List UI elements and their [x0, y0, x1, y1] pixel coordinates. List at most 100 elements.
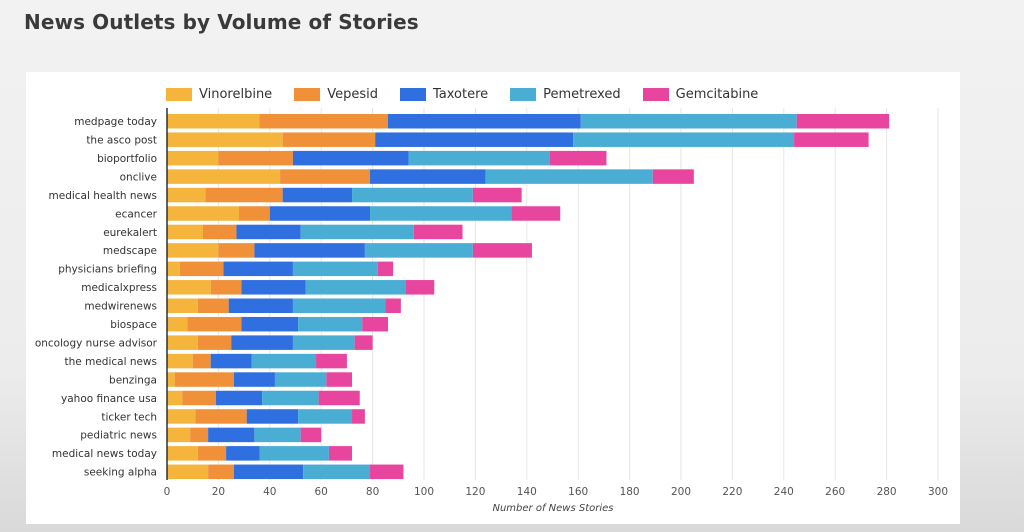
bar-segment-vinorelbine: [167, 150, 219, 166]
x-tick-label: 20: [212, 486, 225, 498]
y-category-label: the asco post: [86, 135, 157, 147]
bar-segment-pemetrexed: [485, 169, 653, 184]
legend-item-taxotere[interactable]: Taxotere: [399, 87, 489, 102]
bar-segment-vinorelbine: [167, 206, 239, 221]
y-category-label: bioportfolio: [97, 153, 157, 165]
y-category-label: onclive: [120, 171, 157, 183]
legend-label: Vepesid: [327, 87, 378, 102]
y-category-label: biospace: [110, 319, 157, 331]
bar-segment-vinorelbine: [167, 114, 260, 129]
y-category-label: medwirenews: [84, 301, 157, 313]
y-category-label: medpage today: [74, 116, 157, 128]
bar-segment-vinorelbine: [167, 464, 209, 480]
bar-segment-vinorelbine: [167, 335, 198, 350]
x-tick-label: 300: [928, 486, 948, 498]
bar-segment-pemetrexed: [305, 280, 407, 295]
bar-segment-taxotere: [223, 261, 293, 277]
legend-label: Gemcitabine: [675, 87, 759, 102]
legend-swatch-vepesid: [294, 88, 321, 101]
bar-segment-vepesid: [210, 280, 242, 295]
bar-segment-vepesid: [187, 316, 242, 332]
bar-segment-vepesid: [197, 298, 229, 313]
bar-segment-pemetrexed: [580, 114, 797, 129]
bar-segment-taxotere: [231, 335, 293, 350]
bar-segment-vepesid: [195, 409, 247, 424]
bar-segment-gemcitabine: [362, 316, 389, 332]
bar-segment-pemetrexed: [370, 206, 512, 221]
y-category-label: ecancer: [115, 208, 158, 220]
bars: [167, 114, 890, 480]
bar-segment-gemcitabine: [511, 206, 561, 221]
x-tick-label: 240: [774, 486, 794, 498]
bar-segment-taxotere: [208, 427, 255, 443]
bar-segment-vinorelbine: [167, 409, 196, 424]
bar-segment-vinorelbine: [167, 316, 188, 332]
bar-segment-vinorelbine: [167, 390, 183, 406]
x-tick-label: 260: [825, 486, 845, 498]
bar-segment-pemetrexed: [408, 150, 550, 166]
bar-segment-gemcitabine: [472, 187, 522, 203]
bar-segment-gemcitabine: [796, 114, 890, 129]
bar-segment-taxotere: [388, 114, 581, 129]
bar-segment-gemcitabine: [352, 409, 365, 424]
bar-segment-taxotere: [226, 446, 260, 461]
bar-segment-taxotere: [375, 132, 574, 147]
legend-swatch-gemcitabine: [642, 88, 669, 101]
bar-segment-pemetrexed: [300, 224, 414, 240]
bar-segment-taxotere: [215, 390, 263, 406]
bar-segment-gemcitabine: [549, 150, 607, 166]
y-category-label: medscape: [103, 245, 157, 257]
y-category-label: seeking alpha: [84, 467, 157, 479]
legend-label: Vinorelbine: [199, 87, 273, 102]
bar-segment-pemetrexed: [303, 464, 371, 480]
bar-segment-gemcitabine: [316, 353, 347, 369]
legend-item-pemetrexed[interactable]: Pemetrexed: [510, 87, 621, 102]
legend-item-vinorelbine[interactable]: Vinorelbine: [166, 87, 272, 102]
bar-segment-pemetrexed: [262, 390, 319, 406]
bar-segment-taxotere: [254, 243, 365, 258]
bar-segment-vepesid: [280, 169, 371, 184]
bar-segment-taxotere: [241, 280, 306, 295]
bar-segment-vinorelbine: [167, 224, 203, 240]
bar-segment-gemcitabine: [652, 169, 694, 184]
bar-segment-vepesid: [202, 224, 237, 240]
bar-segment-pemetrexed: [298, 409, 353, 424]
bar-segment-pemetrexed: [364, 243, 473, 258]
x-tick-label: 100: [414, 486, 434, 498]
x-tick-label: 200: [671, 486, 691, 498]
bar-segment-pemetrexed: [573, 132, 795, 147]
chart-card: Vinorelbine Vepesid Taxotere Pemetrexed …: [26, 72, 960, 524]
bar-segment-taxotere: [210, 353, 252, 369]
bar-segment-gemcitabine: [354, 335, 373, 350]
bar-segment-pemetrexed: [292, 261, 378, 277]
x-tick-label: 140: [517, 486, 537, 498]
bar-segment-vepesid: [282, 132, 376, 147]
bar-segment-vinorelbine: [167, 261, 180, 277]
bar-segment-gemcitabine: [472, 243, 532, 258]
bar-segment-vinorelbine: [167, 446, 198, 461]
legend-item-vepesid[interactable]: Vepesid: [294, 87, 378, 102]
bar-segment-gemcitabine: [300, 427, 322, 443]
bar-segment-vepesid: [208, 464, 234, 480]
bar-segment-vinorelbine: [167, 243, 219, 258]
bar-segment-vinorelbine: [167, 187, 206, 203]
bar-segment-gemcitabine: [406, 280, 435, 295]
bar-segment-taxotere: [370, 169, 486, 184]
bar-segment-vepesid: [197, 446, 227, 461]
bar-segment-vepesid: [174, 372, 234, 387]
legend-item-gemcitabine[interactable]: Gemcitabine: [642, 87, 759, 102]
bar-segment-gemcitabine: [328, 446, 353, 461]
bar-segment-pemetrexed: [254, 427, 301, 443]
bar-segment-taxotere: [233, 372, 275, 387]
x-tick-label: 220: [722, 486, 742, 498]
bar-segment-pemetrexed: [292, 298, 386, 313]
bar-segment-vepesid: [192, 353, 211, 369]
bar-segment-taxotere: [228, 298, 293, 313]
bar-segment-taxotere: [233, 464, 304, 480]
legend-label: Pemetrexed: [543, 87, 621, 102]
bar-segment-gemcitabine: [326, 372, 353, 387]
bar-segment-vepesid: [197, 335, 232, 350]
legend-label: Taxotere: [432, 87, 489, 102]
bar-segment-gemcitabine: [377, 261, 394, 277]
bar-segment-vinorelbine: [167, 353, 193, 369]
